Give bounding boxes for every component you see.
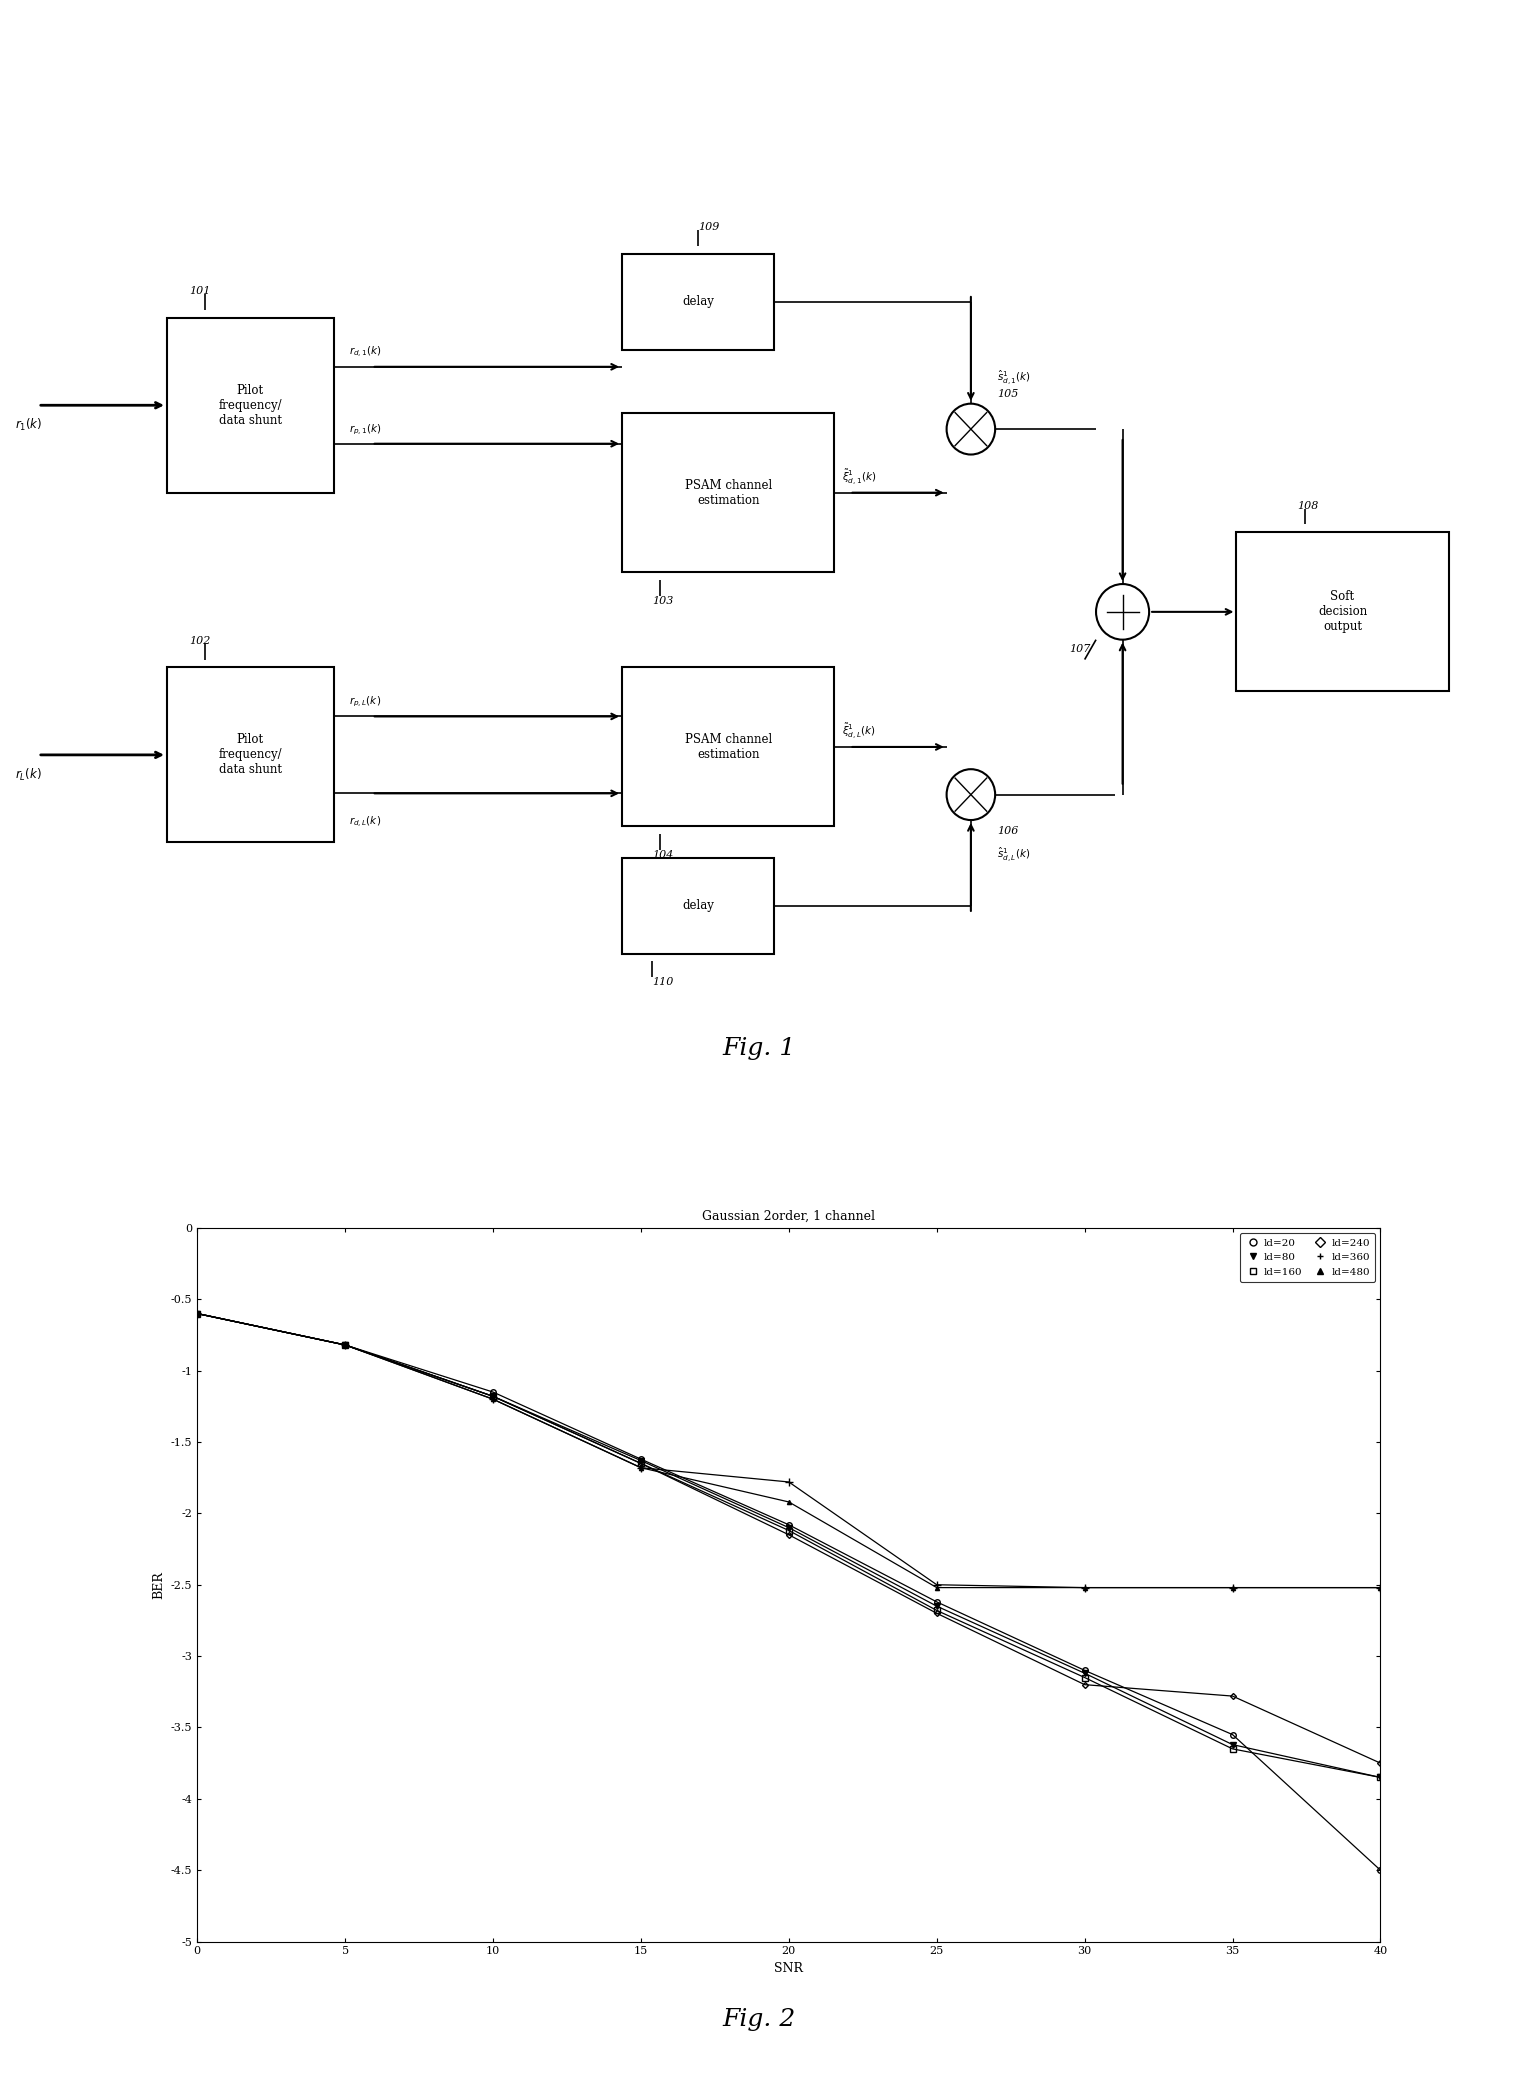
Text: $r_L(k)$: $r_L(k)$ bbox=[15, 766, 42, 783]
Text: 102: 102 bbox=[190, 636, 211, 646]
Bar bbox=[1236, 533, 1449, 691]
Bar bbox=[622, 858, 774, 953]
Text: delay: delay bbox=[681, 296, 715, 309]
Bar bbox=[622, 254, 774, 351]
Text: $r_{d,L}(k)$: $r_{d,L}(k)$ bbox=[349, 814, 381, 829]
Text: $\hat{s}^1_{d,1}(k)$: $\hat{s}^1_{d,1}(k)$ bbox=[998, 369, 1032, 388]
Text: $\tilde{\xi}^1_{d,1}(k)$: $\tilde{\xi}^1_{d,1}(k)$ bbox=[842, 468, 877, 487]
Text: 105: 105 bbox=[998, 388, 1019, 399]
Title: Gaussian 2order, 1 channel: Gaussian 2order, 1 channel bbox=[702, 1209, 875, 1222]
Text: 106: 106 bbox=[998, 827, 1019, 835]
Text: $r_1(k)$: $r_1(k)$ bbox=[15, 418, 42, 432]
Text: $\hat{s}^1_{d,L}(k)$: $\hat{s}^1_{d,L}(k)$ bbox=[998, 846, 1030, 865]
Text: PSAM channel
estimation: PSAM channel estimation bbox=[684, 479, 772, 506]
Text: 103: 103 bbox=[652, 596, 674, 607]
Text: Soft
decision
output: Soft decision output bbox=[1318, 590, 1367, 634]
Bar bbox=[622, 667, 834, 827]
Text: 108: 108 bbox=[1297, 500, 1318, 510]
Y-axis label: BER: BER bbox=[152, 1570, 165, 1599]
Text: Pilot
frequency/
data shunt: Pilot frequency/ data shunt bbox=[218, 733, 282, 777]
Text: $r_{p,1}(k)$: $r_{p,1}(k)$ bbox=[349, 422, 382, 437]
Text: 109: 109 bbox=[698, 222, 719, 233]
Text: Pilot
frequency/
data shunt: Pilot frequency/ data shunt bbox=[218, 384, 282, 426]
Text: 101: 101 bbox=[190, 285, 211, 296]
Text: $\tilde{\xi}^1_{d,L}(k)$: $\tilde{\xi}^1_{d,L}(k)$ bbox=[842, 722, 875, 741]
X-axis label: SNR: SNR bbox=[774, 1963, 804, 1975]
Text: 104: 104 bbox=[652, 850, 674, 861]
Text: Fig. 1: Fig. 1 bbox=[722, 1037, 795, 1060]
Text: 110: 110 bbox=[652, 978, 674, 987]
Text: delay: delay bbox=[681, 898, 715, 913]
Bar bbox=[167, 317, 334, 493]
Bar bbox=[622, 414, 834, 573]
Text: $r_{d,1}(k)$: $r_{d,1}(k)$ bbox=[349, 344, 382, 359]
Legend: ld=20, ld=80, ld=160, ld=240, ld=360, ld=480: ld=20, ld=80, ld=160, ld=240, ld=360, ld… bbox=[1239, 1232, 1376, 1282]
Text: PSAM channel
estimation: PSAM channel estimation bbox=[684, 733, 772, 762]
Text: $r_{p,L}(k)$: $r_{p,L}(k)$ bbox=[349, 695, 381, 709]
Text: 107: 107 bbox=[1069, 644, 1091, 653]
Text: Fig. 2: Fig. 2 bbox=[722, 2009, 795, 2030]
Bar bbox=[167, 667, 334, 842]
